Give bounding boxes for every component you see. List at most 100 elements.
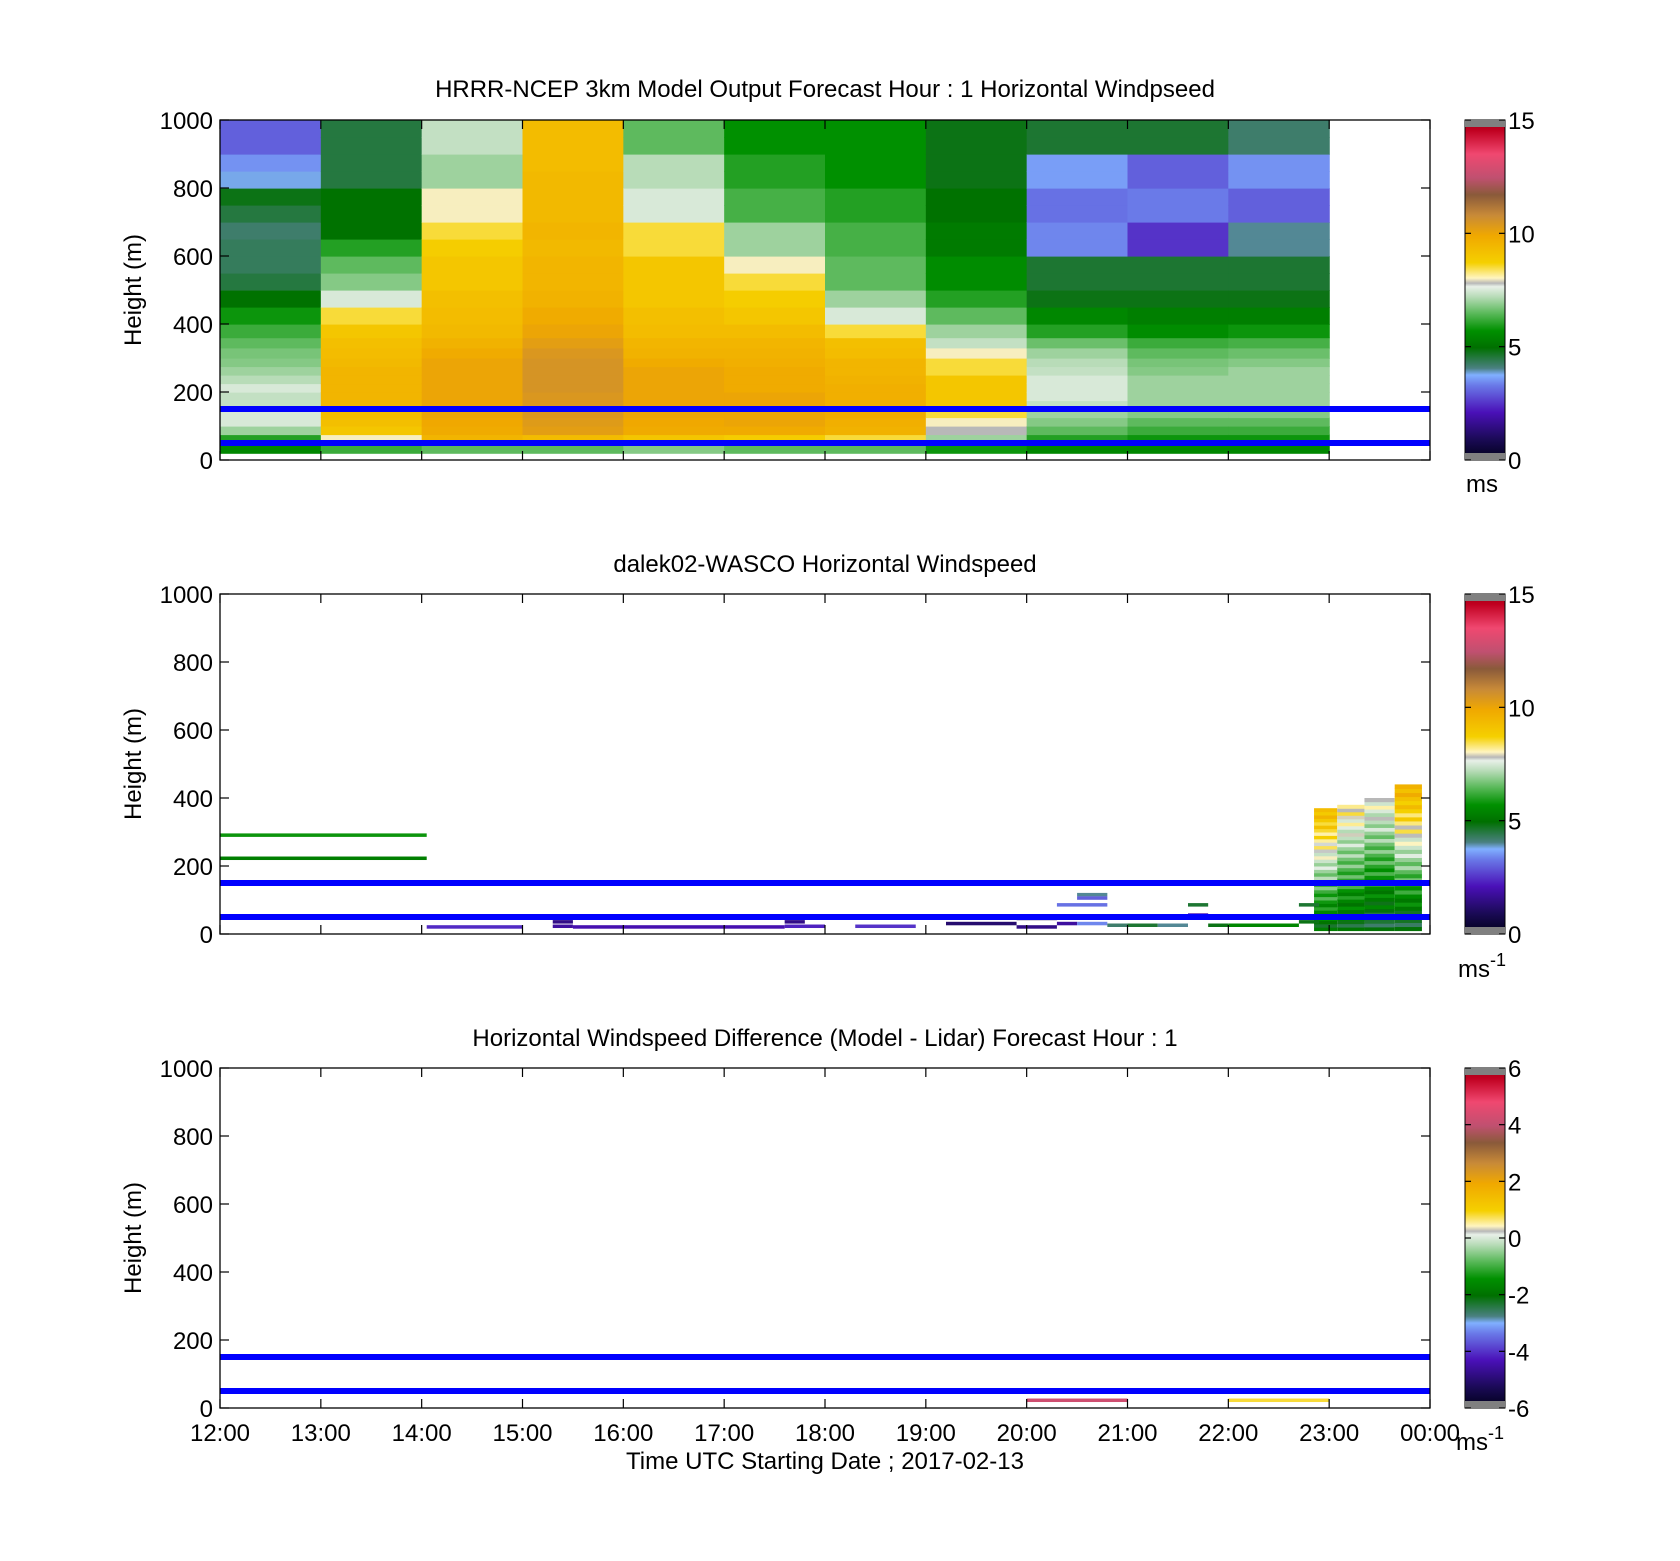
colorbar-tick-label: 2 [1508, 1169, 1521, 1196]
profile-cell [1314, 896, 1338, 901]
profile-cell [1364, 853, 1395, 858]
heatmap-cell [522, 400, 624, 410]
y-tick-label: 200 [173, 854, 213, 881]
heatmap-cell [724, 290, 826, 308]
heatmap-cell [421, 205, 524, 223]
profile-cell [1394, 800, 1422, 806]
profile-cell [1394, 784, 1422, 789]
heatmap-cell [220, 434, 322, 446]
heatmap-cell [1228, 120, 1330, 138]
heatmap-cell [825, 434, 927, 446]
heatmap-cell [1228, 324, 1330, 339]
profile-cell [1337, 804, 1365, 809]
profile-cell [1394, 869, 1422, 875]
profile-cell [1337, 843, 1365, 848]
heatmap-cell [825, 366, 927, 376]
heatmap-cell [320, 347, 423, 359]
heatmap-cell [1127, 239, 1229, 257]
panel-difference-ylabel: Height (m) [120, 1182, 147, 1294]
heatmap-cell [421, 337, 524, 349]
colorbar-tick-label: -4 [1508, 1339, 1529, 1366]
profile-cell [1314, 903, 1338, 908]
heatmap-cell [724, 222, 826, 240]
panel-model: HRRR-NCEP 3km Model Output Forecast Hour… [120, 76, 1535, 498]
heatmap-cell [220, 337, 322, 349]
heatmap-cell [925, 375, 1028, 385]
panel-lidar-reference-lines [220, 880, 1430, 920]
heatmap-cell [1228, 171, 1330, 189]
heatmap-cell [925, 256, 1028, 274]
profile-cell [1337, 832, 1365, 837]
profile-cell [1314, 815, 1338, 819]
colorbar-difference-ticks: -6 -4 -2 0 2 4 6 [1465, 1056, 1529, 1423]
heatmap-cell [1026, 444, 1129, 454]
heatmap-cell [522, 444, 624, 454]
heatmap-cell [220, 239, 322, 257]
profile-cell [1394, 820, 1422, 826]
panel-difference-colorbar: -6 -4 -2 0 2 4 6 ms-1 [1456, 1056, 1529, 1456]
heatmap-cell [220, 205, 322, 223]
heatmap-cell [925, 400, 1028, 410]
heatmap-cell [925, 383, 1028, 393]
heatmap-cell [1026, 171, 1129, 189]
data-segment [572, 925, 785, 929]
profile-cell [1314, 869, 1338, 874]
heatmap-cell [1026, 324, 1129, 339]
profile-cell [1364, 845, 1395, 851]
profile-cell [1394, 792, 1422, 798]
panel-difference-yticks: 0 200 400 600 800 1000 [160, 1056, 1430, 1423]
profile-cell [1364, 820, 1395, 825]
heatmap-cell [421, 426, 524, 436]
panel-model-title: HRRR-NCEP 3km Model Output Forecast Hour… [435, 76, 1215, 103]
profile-cell [1364, 809, 1395, 814]
profile-cell [1394, 816, 1422, 822]
heatmap-cell [925, 444, 1028, 454]
profile-cell [1314, 808, 1338, 813]
heatmap-cell [925, 358, 1028, 368]
profile-cell [1364, 816, 1395, 821]
profile-cell [1337, 815, 1365, 820]
heatmap-cell [925, 417, 1028, 427]
heatmap-cell [1127, 273, 1229, 291]
heatmap-cell [1026, 205, 1129, 223]
heatmap-cell [623, 426, 725, 436]
profile-cell [1337, 808, 1365, 813]
profile-cell [1337, 902, 1365, 907]
heatmap-cell [1228, 400, 1330, 410]
y-tick-label: 400 [173, 1260, 213, 1287]
heatmap-cell [320, 426, 423, 436]
profile-cell [1337, 920, 1365, 925]
profile-cell [1314, 852, 1338, 857]
y-tick-label: 400 [173, 786, 213, 813]
colorbar-tick-label: 15 [1508, 108, 1535, 135]
x-tick-label: 23:00 [1299, 1420, 1359, 1447]
heatmap-cell [522, 358, 624, 368]
heatmap-cell [1026, 417, 1129, 427]
heatmap-cell [220, 171, 322, 189]
heatmap-cell [522, 222, 624, 240]
profile-cell [1337, 853, 1365, 858]
data-segment [1016, 925, 1057, 929]
heatmap-cell [220, 392, 322, 402]
heatmap-cell [825, 273, 927, 291]
panel-model-yticks: 0 200 400 600 800 1000 [160, 108, 1430, 475]
heatmap-cell [220, 426, 322, 436]
heatmap-cell [825, 137, 927, 155]
heatmap-cell [825, 290, 927, 308]
profile-cell [1337, 927, 1365, 932]
heatmap-cell [623, 347, 725, 359]
heatmap-cell [220, 366, 322, 376]
heatmap-cell [320, 366, 423, 376]
profile-cell [1364, 890, 1395, 895]
heatmap-cell [320, 434, 423, 446]
heatmap-cell [724, 383, 826, 393]
profile-cell [1337, 836, 1365, 841]
profile-cell [1337, 860, 1365, 865]
profile-cell [1337, 906, 1365, 911]
heatmap-cell [421, 375, 524, 385]
data-segment [552, 920, 573, 924]
panel-difference-title: Horizontal Windspeed Difference (Model -… [472, 1025, 1177, 1052]
heatmap-cell [1127, 307, 1229, 325]
heatmap-cell [623, 222, 725, 240]
colorbar-over-swatch [1465, 594, 1505, 601]
